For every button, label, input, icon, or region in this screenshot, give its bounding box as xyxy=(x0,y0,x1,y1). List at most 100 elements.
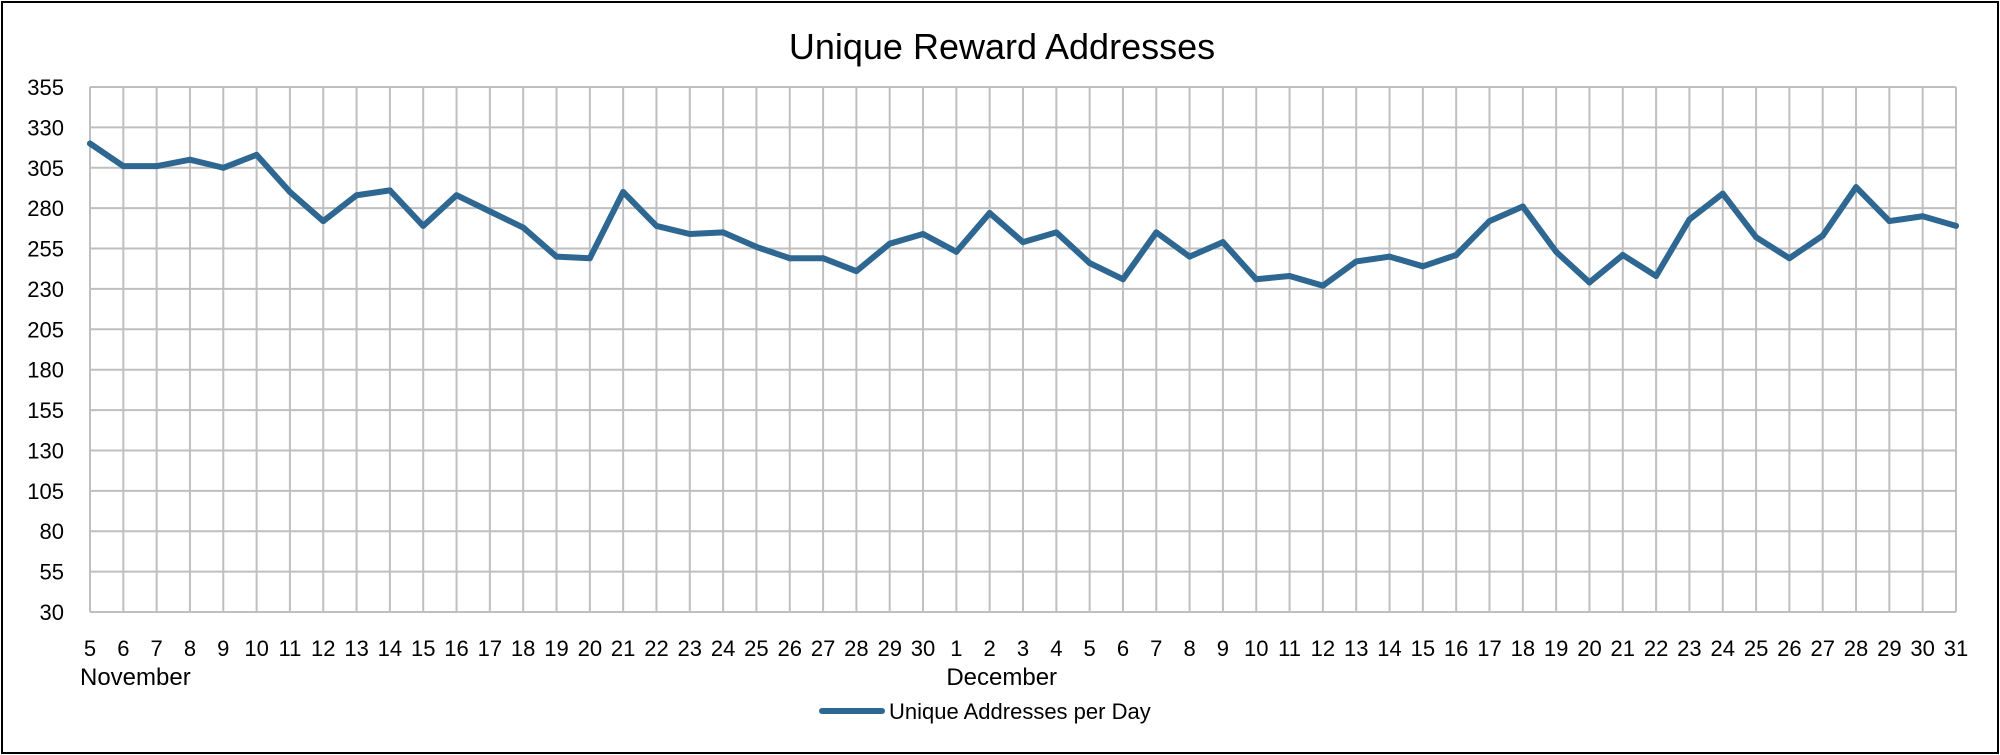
y-tick-label: 180 xyxy=(27,358,64,383)
x-tick-label: 20 xyxy=(578,636,602,661)
data-point xyxy=(1219,239,1226,246)
x-tick-label: 9 xyxy=(217,636,229,661)
data-point xyxy=(1386,253,1393,260)
x-tick-label: 15 xyxy=(1411,636,1435,661)
x-tick-label: 28 xyxy=(844,636,868,661)
x-tick-label: 12 xyxy=(1311,636,1335,661)
data-point xyxy=(1453,252,1460,258)
x-tick-label: 26 xyxy=(1777,636,1801,661)
x-tick-label: 17 xyxy=(478,636,502,661)
data-point xyxy=(1886,218,1893,225)
data-point xyxy=(1119,276,1126,283)
y-tick-label: 355 xyxy=(27,75,64,100)
x-tick-label: 27 xyxy=(1810,636,1834,661)
data-point xyxy=(453,192,460,199)
data-point xyxy=(420,222,427,229)
data-point xyxy=(186,156,193,163)
x-tick-label: 21 xyxy=(1611,636,1635,661)
x-tick-label: 2 xyxy=(984,636,996,661)
data-point xyxy=(520,224,527,231)
data-point xyxy=(920,231,927,237)
series-layer xyxy=(87,140,1959,289)
data-point xyxy=(1020,239,1026,246)
x-tick-label: 13 xyxy=(1344,636,1368,661)
y-tick-label: 255 xyxy=(27,237,64,262)
y-tick-label: 105 xyxy=(27,479,64,504)
x-tick-label: 6 xyxy=(1117,636,1129,661)
y-axis-ticks: 30 55 80 105 130 155 180 205 230 255 280 305 330 355 xyxy=(27,75,64,625)
data-point xyxy=(653,222,660,229)
legend-label: Unique Addresses per Day xyxy=(889,699,1151,724)
x-tick-label: 3 xyxy=(1017,636,1029,661)
x-tick-label: 17 xyxy=(1477,636,1501,661)
x-tick-label: 23 xyxy=(1677,636,1701,661)
x-tick-label: 18 xyxy=(1511,636,1535,661)
data-point xyxy=(1819,232,1826,239)
data-point xyxy=(1253,276,1260,283)
x-tick-label: 15 xyxy=(411,636,435,661)
month-labels: November December xyxy=(80,664,1057,691)
data-point xyxy=(786,255,793,262)
data-point xyxy=(820,255,827,262)
x-tick-label: 25 xyxy=(744,636,768,661)
data-point xyxy=(220,164,227,171)
y-tick-label: 330 xyxy=(27,115,64,140)
x-tick-label: 16 xyxy=(444,636,468,661)
data-point xyxy=(986,210,993,216)
data-point xyxy=(1519,203,1526,210)
data-point xyxy=(386,187,393,194)
chart-title: Unique Reward Addresses xyxy=(789,26,1215,67)
x-tick-label: 7 xyxy=(1150,636,1162,661)
x-tick-label: 14 xyxy=(378,636,402,661)
data-point xyxy=(1753,234,1760,241)
data-point xyxy=(1919,213,1926,220)
x-tick-label: 24 xyxy=(1711,636,1735,661)
data-point xyxy=(253,151,260,158)
y-tick-label: 205 xyxy=(27,317,64,342)
legend: Unique Addresses per Day xyxy=(819,699,1151,724)
data-point xyxy=(320,218,327,225)
x-tick-label: 26 xyxy=(778,636,802,661)
data-point xyxy=(886,240,893,247)
data-point xyxy=(486,208,493,215)
data-point xyxy=(1319,282,1326,289)
month-label: November xyxy=(80,664,191,691)
x-tick-label: 29 xyxy=(1877,636,1901,661)
x-tick-label: 10 xyxy=(1244,636,1268,661)
data-point xyxy=(1053,229,1060,236)
x-tick-label: 5 xyxy=(1084,636,1096,661)
y-tick-label: 80 xyxy=(40,519,64,544)
data-point xyxy=(1419,263,1426,270)
x-tick-label: 11 xyxy=(1278,636,1301,661)
data-point xyxy=(1286,273,1293,279)
x-tick-label: 9 xyxy=(1217,636,1229,661)
data-point xyxy=(553,253,560,260)
y-tick-label: 230 xyxy=(27,277,64,302)
x-tick-label: 30 xyxy=(1910,636,1934,661)
data-point xyxy=(620,189,627,195)
x-tick-label: 10 xyxy=(244,636,268,661)
y-tick-label: 55 xyxy=(40,560,64,585)
x-axis-ticks: 5 6 7 8 9 10 11 12 13 14 15 16 17 18 19 20 21 22 23 24 25 26 2… xyxy=(84,636,1968,661)
data-point xyxy=(1486,218,1493,225)
data-point xyxy=(1553,248,1560,255)
data-point xyxy=(1186,253,1193,260)
data-point xyxy=(120,163,127,170)
data-point xyxy=(353,192,360,199)
data-point xyxy=(1786,255,1793,262)
y-tick-label: 130 xyxy=(27,438,64,463)
data-point xyxy=(1086,260,1093,267)
data-point xyxy=(686,231,693,237)
data-point xyxy=(1686,216,1693,223)
x-tick-label: 31 xyxy=(1944,636,1968,661)
month-label: December xyxy=(946,664,1057,691)
data-point xyxy=(1953,222,1959,229)
data-point xyxy=(1853,184,1860,191)
x-tick-label: 28 xyxy=(1844,636,1868,661)
data-point xyxy=(853,268,860,275)
x-tick-label: 13 xyxy=(344,636,368,661)
data-point xyxy=(953,248,960,255)
x-tick-label: 7 xyxy=(151,636,163,661)
x-tick-label: 11 xyxy=(279,636,302,661)
